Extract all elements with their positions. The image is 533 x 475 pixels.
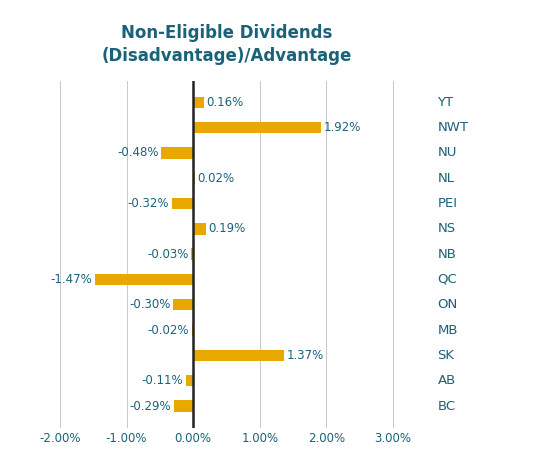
Text: -0.11%: -0.11% — [142, 374, 183, 387]
Text: -0.30%: -0.30% — [129, 298, 171, 311]
Text: NU: NU — [438, 146, 457, 159]
Text: AB: AB — [438, 374, 456, 387]
Title: Non-Eligible Dividends
(Disadvantage)/Advantage: Non-Eligible Dividends (Disadvantage)/Ad… — [101, 24, 352, 65]
Bar — [172, 198, 193, 209]
Text: -0.02%: -0.02% — [148, 323, 189, 337]
Text: 1.92%: 1.92% — [324, 121, 361, 134]
Bar — [173, 299, 193, 311]
Text: QC: QC — [438, 273, 457, 286]
Bar — [186, 375, 193, 387]
Text: YT: YT — [438, 95, 454, 109]
Text: NL: NL — [438, 171, 455, 185]
Text: -0.29%: -0.29% — [130, 399, 171, 413]
Bar — [193, 96, 204, 108]
Bar — [193, 122, 321, 133]
Text: 0.02%: 0.02% — [197, 171, 235, 185]
Bar — [193, 223, 206, 235]
Text: 0.19%: 0.19% — [208, 222, 246, 235]
Bar — [193, 172, 195, 184]
Text: PEI: PEI — [438, 197, 457, 210]
Bar — [174, 400, 193, 412]
Text: -0.48%: -0.48% — [117, 146, 159, 159]
Text: SK: SK — [438, 349, 455, 362]
Text: MB: MB — [438, 323, 458, 337]
Bar — [95, 274, 193, 285]
Text: -1.47%: -1.47% — [51, 273, 93, 286]
Text: -0.32%: -0.32% — [128, 197, 169, 210]
Bar — [192, 324, 193, 336]
Text: NWT: NWT — [438, 121, 469, 134]
Text: NB: NB — [438, 247, 456, 261]
Bar — [191, 248, 193, 260]
Bar — [193, 350, 285, 361]
Text: NS: NS — [438, 222, 456, 235]
Text: ON: ON — [438, 298, 458, 311]
Text: 1.37%: 1.37% — [287, 349, 325, 362]
Text: -0.03%: -0.03% — [147, 247, 189, 261]
Text: BC: BC — [438, 399, 456, 413]
Text: 0.16%: 0.16% — [207, 95, 244, 109]
Bar — [161, 147, 193, 159]
